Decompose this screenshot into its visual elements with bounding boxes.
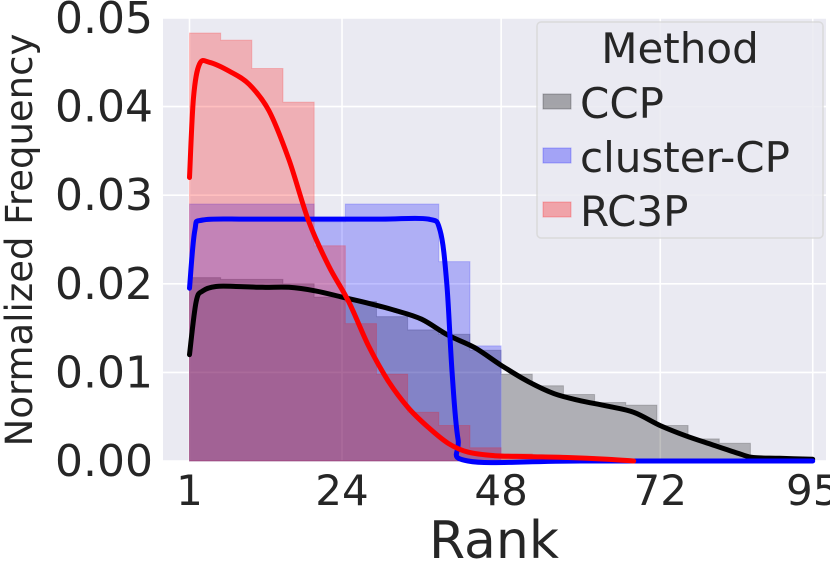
x-tick-labels: 1 24 48 72 95 [176,466,830,515]
kde-line-rc3p [187,58,637,464]
x-tick-label: 1 [176,466,203,515]
legend-label: RC3P [580,187,688,236]
legend-label: CCP [580,79,664,128]
kde-line-ccp [187,283,816,462]
legend-box [536,21,824,239]
y-tick-label: 0.02 [55,259,153,310]
x-tick-label: 24 [315,466,368,515]
legend-label: cluster-CP [580,133,790,182]
legend-swatch-ccp [542,93,572,110]
y-tick-labels: 0.00 0.01 0.02 0.03 0.04 0.05 [55,0,153,487]
legend-title: Method [601,24,759,73]
y-tick-label: 0.05 [55,0,153,44]
y-tick-label: 0.00 [55,436,153,487]
legend-swatch-cluster-cp [542,147,572,164]
legend: Method CCP cluster-CP RC3P [536,21,824,239]
x-tick-label: 48 [474,466,527,515]
legend-swatch-rc3p [542,201,572,218]
y-axis-label: Normalized Frequency [0,34,41,447]
x-tick-label: 72 [634,466,687,515]
kde-line-cluster-cp [187,215,816,466]
kde-curves [187,58,816,466]
y-tick-label: 0.01 [55,347,153,398]
histograms [189,32,814,462]
grid [163,17,826,462]
x-axis-label: Rank [429,511,559,563]
x-tick-label: 95 [786,466,830,515]
y-tick-label: 0.03 [55,170,153,221]
legend-entries: CCP cluster-CP RC3P [542,79,790,236]
y-tick-label: 0.04 [55,82,153,133]
